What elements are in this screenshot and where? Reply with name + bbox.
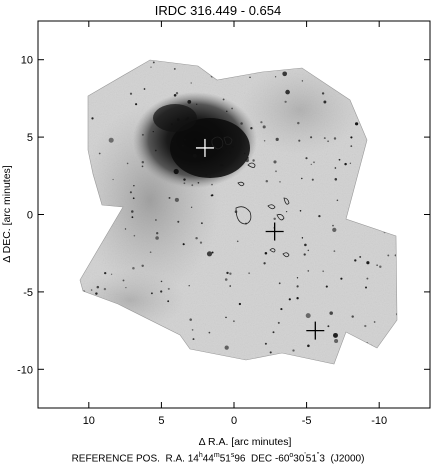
cross-marker [195, 138, 214, 157]
y-axis-ticks: 10 5 0 -5 -10 [17, 55, 430, 376]
mosaic-outline [79, 59, 398, 365]
x-axis-label: Δ R.A. [arc minutes] [199, 436, 292, 448]
refpos-dec-s-unit: " [316, 452, 320, 459]
y-tick-label: 0 [27, 210, 33, 222]
refpos-prefix: REFERENCE POS. [71, 453, 160, 465]
refpos-dec-m-unit: ' [304, 452, 306, 459]
x-tick-label: -10 [371, 415, 387, 427]
refpos-ra-s-unit: s [230, 452, 235, 459]
refpos-dec-d-unit: o [289, 452, 294, 459]
cross-marker [306, 321, 325, 340]
refpos-ra-label: R.A. [165, 453, 185, 465]
refpos-ra-m-unit: m [213, 452, 220, 459]
refpos-dec-m: 30 [293, 453, 305, 465]
refpos-dec-s-frac: 3 [319, 453, 325, 465]
refpos-dec-s: 51 [305, 453, 317, 465]
x-tick-label: 5 [158, 415, 164, 427]
x-tick-label: -5 [302, 415, 312, 427]
x-tick-label: 10 [83, 415, 95, 427]
refpos-ra-h-unit: h [198, 452, 203, 459]
refpos-ra-s: 51 [219, 453, 231, 465]
refpos-ra-m: 44 [202, 453, 214, 465]
reference-position: REFERENCE POS. R.A. 14h44m51s96 DEC -60o… [0, 452, 436, 464]
y-axis-label: Δ DEC. [arc minutes] [1, 165, 13, 263]
contours [211, 136, 290, 258]
chart-title: IRDC 316.449 - 0.654 [154, 3, 282, 18]
x-tick-label: 0 [231, 415, 237, 427]
refpos-dec-d: -60 [274, 453, 290, 465]
refpos-ra-s-frac: 96 [234, 453, 246, 465]
refpos-dec-label: DEC [251, 453, 273, 465]
cross-marker [265, 222, 284, 241]
refpos-ra-h: 14 [187, 453, 199, 465]
y-tick-label: 10 [21, 55, 33, 67]
y-tick-label: 5 [27, 132, 33, 144]
position-markers [195, 138, 325, 340]
x-axis-ticks: 10 5 0 -5 -10 [83, 21, 387, 427]
y-tick-label: -10 [17, 364, 33, 376]
y-tick-label: -5 [23, 287, 33, 299]
refpos-epoch: (J2000) [330, 453, 365, 465]
